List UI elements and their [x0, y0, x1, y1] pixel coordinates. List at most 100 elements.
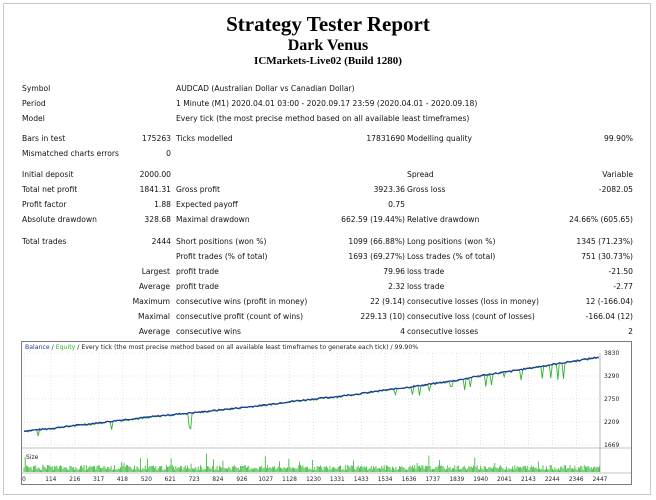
gross-loss-label: Gross loss	[407, 185, 446, 194]
largest-profit-label: profit trade	[176, 267, 219, 276]
maximal-label: Maximal	[138, 312, 170, 321]
profit-factor-label: Profit factor	[22, 200, 67, 209]
legend-description: / Every tick (the most precise method ba…	[75, 344, 418, 351]
expected-payoff-value: 0.75	[388, 200, 405, 209]
profit-trades-label: Profit trades (% of total)	[176, 252, 268, 261]
quality-label: Modelling quality	[407, 134, 473, 143]
x-tick-label: 1027	[258, 477, 273, 483]
equity-line	[24, 356, 600, 437]
x-tick-label: 114	[45, 477, 56, 483]
maximum-label: Maximum	[132, 297, 170, 306]
y-tick-label: 2209	[604, 419, 619, 426]
abs-dd-label: Absolute drawdown	[22, 215, 97, 224]
x-tick-label: 1128	[282, 477, 297, 483]
symbol-label: Symbol	[22, 84, 51, 93]
max-dd-label: Maximal drawdown	[176, 215, 250, 224]
chart-legend: Balance / Equity / Every tick (the most …	[25, 344, 418, 351]
max-cons-wins-label: consecutive wins (profit in money)	[176, 297, 308, 306]
x-tick-label: 621	[165, 477, 176, 483]
avg-cons-wins-label: consecutive wins	[176, 327, 242, 336]
maximal-cons-profit-value: 229.13 (10)	[360, 312, 405, 321]
balance-chart-svg: 3830 3290 2750 2209 1669 0 114 216 317 418 520 621…	[22, 344, 631, 483]
rel-dd-value: 24.66% (605.65)	[569, 215, 633, 224]
gross-profit-label: Gross profit	[176, 185, 220, 194]
legend-balance: Balance	[25, 344, 50, 351]
max-cons-wins-value: 22 (9.14)	[370, 297, 405, 306]
rel-dd-label: Relative drawdown	[407, 215, 480, 224]
total-trades-value: 2444	[151, 237, 171, 246]
average-profit-label: profit trade	[176, 282, 219, 291]
net-profit-label: Total net profit	[22, 185, 78, 194]
maximal-cons-profit-label: consecutive profit (count of wins)	[176, 312, 304, 321]
short-label: Short positions (won %)	[176, 237, 267, 246]
x-tick-label: 1433	[354, 477, 369, 483]
net-profit-value: 1841.31	[139, 185, 171, 194]
long-value: 1345 (71.23%)	[576, 237, 633, 246]
x-tick-label: 2143	[521, 477, 536, 483]
bars-label: Bars in test	[22, 134, 66, 143]
loss-trades-value: 751 (30.73%)	[581, 252, 633, 261]
avg-cons-losses-label: consecutive losses	[407, 327, 479, 336]
largest-label: Largest	[141, 267, 170, 276]
quality-value: 99.90%	[604, 134, 633, 143]
model-label: Model	[22, 114, 45, 123]
profit-trades-value: 1693 (69.27%)	[348, 252, 405, 261]
avg-cons-losses-value: 2	[628, 327, 633, 336]
x-tick-label: 1737	[425, 477, 440, 483]
avg-cons-wins-value: 4	[400, 327, 405, 336]
bars-value: 175263	[142, 134, 171, 143]
x-tick-label: 0	[22, 477, 26, 483]
x-tick-label: 1839	[449, 477, 464, 483]
maximal-cons-loss-value: -166.04 (12)	[585, 312, 633, 321]
average2-label: Average	[138, 327, 170, 336]
largest-profit-value: 79.96	[383, 267, 405, 276]
ticks-label: Ticks modelled	[176, 134, 233, 143]
legend-sep: /	[50, 344, 56, 351]
x-tick-label: 1940	[473, 477, 488, 483]
x-tick-label: 824	[212, 477, 223, 483]
x-tick-label: 1331	[330, 477, 345, 483]
report-title: Strategy Tester Report	[226, 12, 430, 36]
y-tick-label: 3290	[604, 373, 619, 380]
total-trades-label: Total trades	[22, 237, 67, 246]
largest-loss-label: loss trade	[407, 267, 445, 276]
long-label: Long positions (won %)	[407, 237, 496, 246]
max-dd-value: 662.59 (19.44%)	[341, 215, 405, 224]
x-tick-label: 1230	[306, 477, 321, 483]
abs-dd-value: 328.68	[144, 215, 171, 224]
x-tick-label: 2244	[545, 477, 560, 483]
initial-deposit-label: Initial deposit	[22, 170, 74, 179]
symbol-value: AUDCAD (Australian Dollar vs Canadian Do…	[176, 84, 355, 93]
x-tick-label: 2447	[593, 477, 608, 483]
short-value: 1099 (66.88%)	[348, 237, 405, 246]
size-bars	[23, 453, 600, 472]
mismatch-value: 0	[166, 149, 171, 158]
x-tick-label: 2346	[569, 477, 584, 483]
ticks-value: 17831690	[366, 134, 405, 143]
x-tick-label: 723	[189, 477, 200, 483]
report-frame	[3, 3, 651, 495]
mismatch-label: Mismatched charts errors	[22, 149, 119, 158]
x-tick-label: 2041	[497, 477, 512, 483]
server-build: ICMarkets-Live02 (Build 1280)	[254, 55, 402, 67]
period-label: Period	[22, 99, 46, 108]
max-cons-losses-value: 12 (-166.04)	[585, 297, 633, 306]
balance-chart: 3830 3290 2750 2209 1669 0 114 216 317 418 520 621…	[21, 341, 632, 485]
model-value: Every tick (the most precise method base…	[176, 114, 470, 123]
y-tick-label: 3830	[604, 350, 619, 357]
y-tick-label: 2750	[604, 396, 619, 403]
balance-line	[23, 356, 599, 432]
chart-grid	[22, 352, 631, 474]
gross-loss-value: -2082.05	[598, 185, 633, 194]
spread-label: Spread	[407, 170, 434, 179]
expert-name: Dark Venus	[287, 37, 369, 54]
x-tick-label: 520	[141, 477, 152, 483]
x-axis-ticks: 0 114 216 317 418 520 621 723 824 926 1027 1128 1230…	[22, 477, 608, 483]
maximal-cons-loss-label: consecutive loss (count of losses)	[407, 312, 535, 321]
y-tick-label: 1669	[604, 442, 619, 449]
average-loss-label: loss trade	[407, 282, 445, 291]
x-tick-label: 1636	[402, 477, 417, 483]
average-profit-value: 2.32	[388, 282, 405, 291]
profit-factor-value: 1.88	[154, 200, 171, 209]
loss-trades-label: Loss trades (% of total)	[407, 252, 496, 261]
